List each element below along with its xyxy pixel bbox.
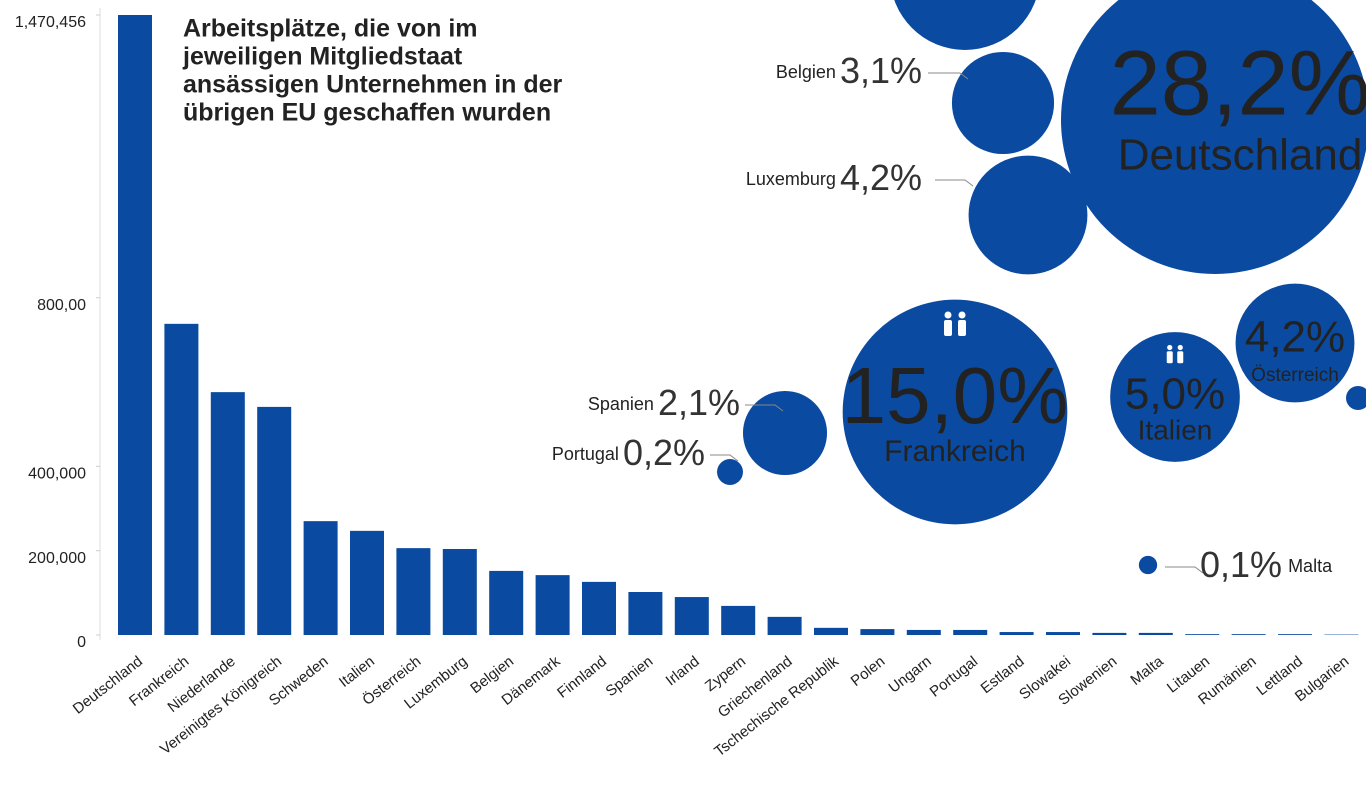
person-icon bbox=[1177, 351, 1184, 364]
bubble bbox=[1061, 0, 1366, 274]
bar bbox=[814, 627, 848, 635]
bubble-name-label: Frankreich bbox=[884, 435, 1026, 468]
bar bbox=[442, 548, 477, 635]
leader-line bbox=[745, 404, 784, 412]
person-icon bbox=[1166, 351, 1173, 364]
bar bbox=[118, 15, 152, 635]
bar bbox=[489, 570, 524, 635]
person-icon bbox=[944, 320, 952, 336]
leader-line bbox=[1165, 566, 1204, 574]
bubble-label: 0,1% Malta bbox=[1200, 544, 1333, 585]
person-icon bbox=[1167, 344, 1173, 351]
bar bbox=[860, 629, 895, 635]
bubble-value-label: 5,0% bbox=[1125, 370, 1225, 419]
bubble-name-label: Spanien bbox=[588, 394, 654, 414]
bubble bbox=[951, 51, 1055, 155]
leader-line bbox=[935, 179, 974, 187]
x-tick-label: Portugal bbox=[927, 653, 981, 701]
bar bbox=[210, 392, 245, 635]
bubble-label: Luxemburg 4,2% bbox=[746, 157, 922, 198]
chart-title: jeweiligen Mitgliedstaat bbox=[182, 43, 463, 71]
bar bbox=[1138, 632, 1173, 635]
bar bbox=[582, 581, 616, 635]
bar bbox=[1092, 632, 1127, 635]
bubble-label: Spanien 2,1% bbox=[588, 382, 740, 423]
bubble bbox=[1235, 283, 1355, 403]
bubble bbox=[1138, 555, 1158, 575]
y-tick-label: 400,000 bbox=[28, 466, 86, 483]
bar bbox=[257, 406, 292, 635]
bar bbox=[953, 629, 988, 635]
bar bbox=[164, 323, 199, 635]
bar bbox=[350, 530, 384, 635]
bubble-value-label: 15,0% bbox=[842, 351, 1069, 440]
bubble-value-label: 4,2% bbox=[1245, 313, 1345, 362]
bar bbox=[1185, 634, 1220, 635]
bubble-name-label: Malta bbox=[1288, 556, 1333, 576]
chart-title: ansässigen Unternehmen in der bbox=[183, 71, 563, 99]
bar bbox=[767, 616, 802, 635]
person-icon bbox=[944, 311, 952, 319]
x-tick-label: Malta bbox=[1127, 652, 1167, 688]
bubble-value-label: 3,1% bbox=[840, 50, 922, 91]
y-tick-label: 800,00 bbox=[37, 297, 86, 314]
bubble-name-label: Italien bbox=[1138, 414, 1213, 445]
bubble bbox=[717, 459, 743, 485]
bubble-value-label: 2,1% bbox=[658, 382, 740, 423]
bubble-value-label: 4,2% bbox=[840, 157, 922, 198]
y-tick-label: 1,470,456 bbox=[15, 14, 86, 31]
x-tick-label: Ungarn bbox=[885, 653, 934, 697]
bar bbox=[628, 591, 663, 635]
bubble-name-label: Luxemburg bbox=[746, 169, 836, 189]
x-tick-label: Irland bbox=[663, 653, 703, 690]
person-icon bbox=[958, 320, 966, 336]
x-tick-label: Finnland bbox=[554, 653, 610, 702]
bar bbox=[999, 632, 1034, 635]
bubble-value-label: 0,2% bbox=[623, 432, 705, 473]
bar bbox=[1231, 634, 1266, 635]
bar bbox=[396, 548, 431, 635]
bubble-name-label: Österreich bbox=[1251, 365, 1339, 386]
bar bbox=[674, 597, 709, 635]
bar bbox=[303, 521, 338, 635]
bubble-value-label: 28,2% bbox=[1110, 32, 1366, 134]
bubble-label: Portugal 0,2% bbox=[552, 432, 705, 473]
bubble bbox=[842, 299, 1068, 525]
leader-line bbox=[710, 454, 739, 462]
person-icon bbox=[958, 311, 966, 319]
bar bbox=[1278, 634, 1312, 635]
bar bbox=[906, 629, 941, 635]
bubble-label: Belgien 3,1% bbox=[776, 50, 922, 91]
x-tick-label: Polen bbox=[848, 653, 889, 690]
y-tick-label: 0 bbox=[77, 634, 86, 651]
bubble-name-label: Deutschland bbox=[1118, 131, 1363, 180]
y-tick-label: 200,000 bbox=[28, 550, 86, 567]
bubble bbox=[968, 155, 1088, 275]
bar bbox=[721, 605, 756, 635]
chart-title: übrigen EU geschaffen wurden bbox=[183, 99, 551, 127]
person-icon bbox=[1177, 344, 1183, 351]
bubble-name-label: Belgien bbox=[776, 62, 836, 82]
leader-line bbox=[928, 72, 969, 80]
bar bbox=[1046, 632, 1080, 635]
bar bbox=[535, 575, 570, 635]
bubble bbox=[1110, 332, 1240, 462]
decorative-bubble bbox=[1346, 386, 1366, 410]
decorative-bubble bbox=[894, 0, 1036, 50]
bubble bbox=[742, 390, 828, 476]
chart-title: Arbeitsplätze, die von im bbox=[183, 15, 478, 43]
bubble-name-label: Portugal bbox=[552, 444, 619, 464]
x-tick-label: Spanien bbox=[602, 653, 656, 700]
bubble-value-label: 0,1% bbox=[1200, 544, 1282, 585]
